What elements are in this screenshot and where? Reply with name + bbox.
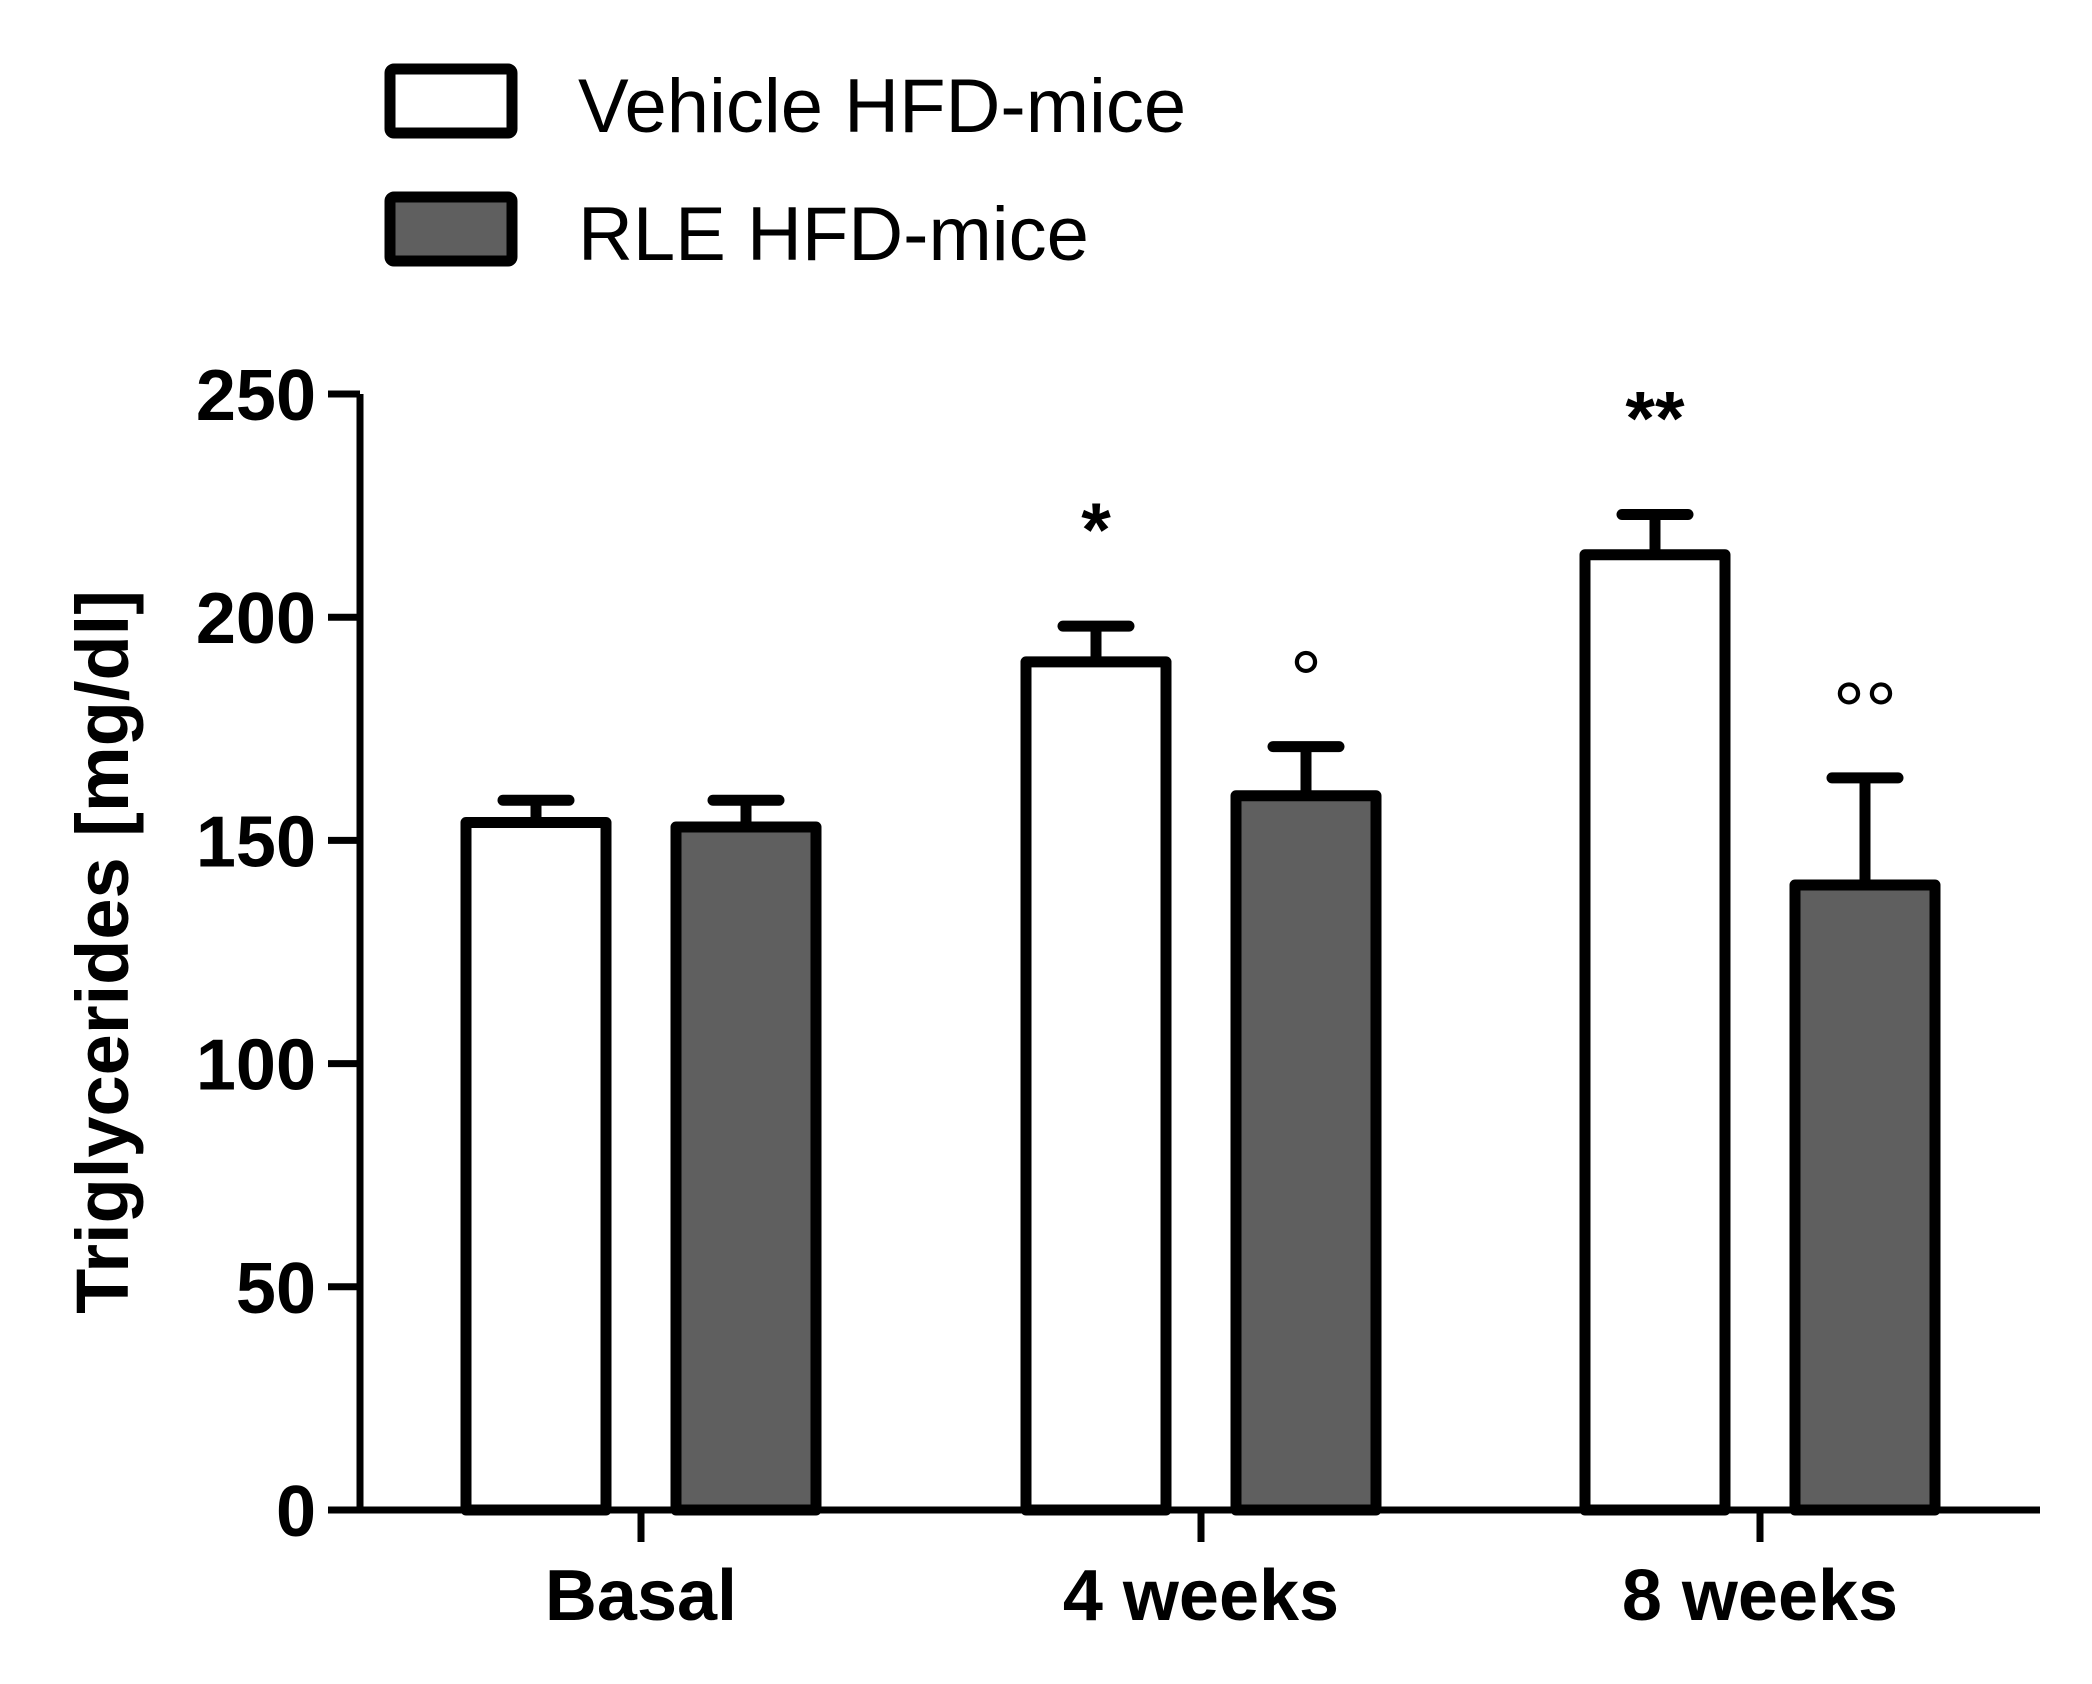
bar-1-0 <box>670 821 822 1516</box>
bars <box>460 509 1941 1516</box>
bar-0-2 <box>1579 549 1731 1516</box>
y-axis-title: Triglycerides [mg/dl] <box>61 590 144 1314</box>
y-tick-label: 50 <box>236 1249 316 1329</box>
annotation-1-2: °° <box>1833 666 1897 755</box>
y-tick-label: 200 <box>196 579 316 659</box>
y-tick-label: 0 <box>276 1472 316 1552</box>
y-tick-label: 250 <box>196 356 316 436</box>
y-tick-label: 150 <box>196 802 316 882</box>
annotation-0-2: ** <box>1625 377 1685 462</box>
bar-1-1 <box>1230 790 1382 1516</box>
significance-annotations: ***° °° <box>1081 377 1897 755</box>
x-tick-label: 4 weeks <box>1063 1556 1339 1636</box>
legend: Vehicle HFD-mice RLE HFD-mice <box>384 63 1186 277</box>
legend-swatch-rle <box>384 191 518 267</box>
annotation-0-1: * <box>1081 488 1111 573</box>
bar-0-1 <box>1020 656 1172 1516</box>
annotation-1-1: ° <box>1290 635 1322 724</box>
legend-swatch-vehicle <box>384 63 518 139</box>
x-tick-label: 8 weeks <box>1622 1556 1898 1636</box>
y-ticks: 0 50 100 150 200 250 <box>196 356 360 1552</box>
x-tick-label: Basal <box>545 1556 737 1636</box>
x-ticks: Basal 4 weeks 8 weeks <box>545 1510 1898 1636</box>
legend-label-vehicle: Vehicle HFD-mice <box>578 64 1186 149</box>
legend-label-rle: RLE HFD-mice <box>578 192 1089 277</box>
y-tick-label: 100 <box>196 1026 316 1106</box>
bar-0-0 <box>460 817 612 1516</box>
bar-1-2 <box>1789 879 1941 1516</box>
